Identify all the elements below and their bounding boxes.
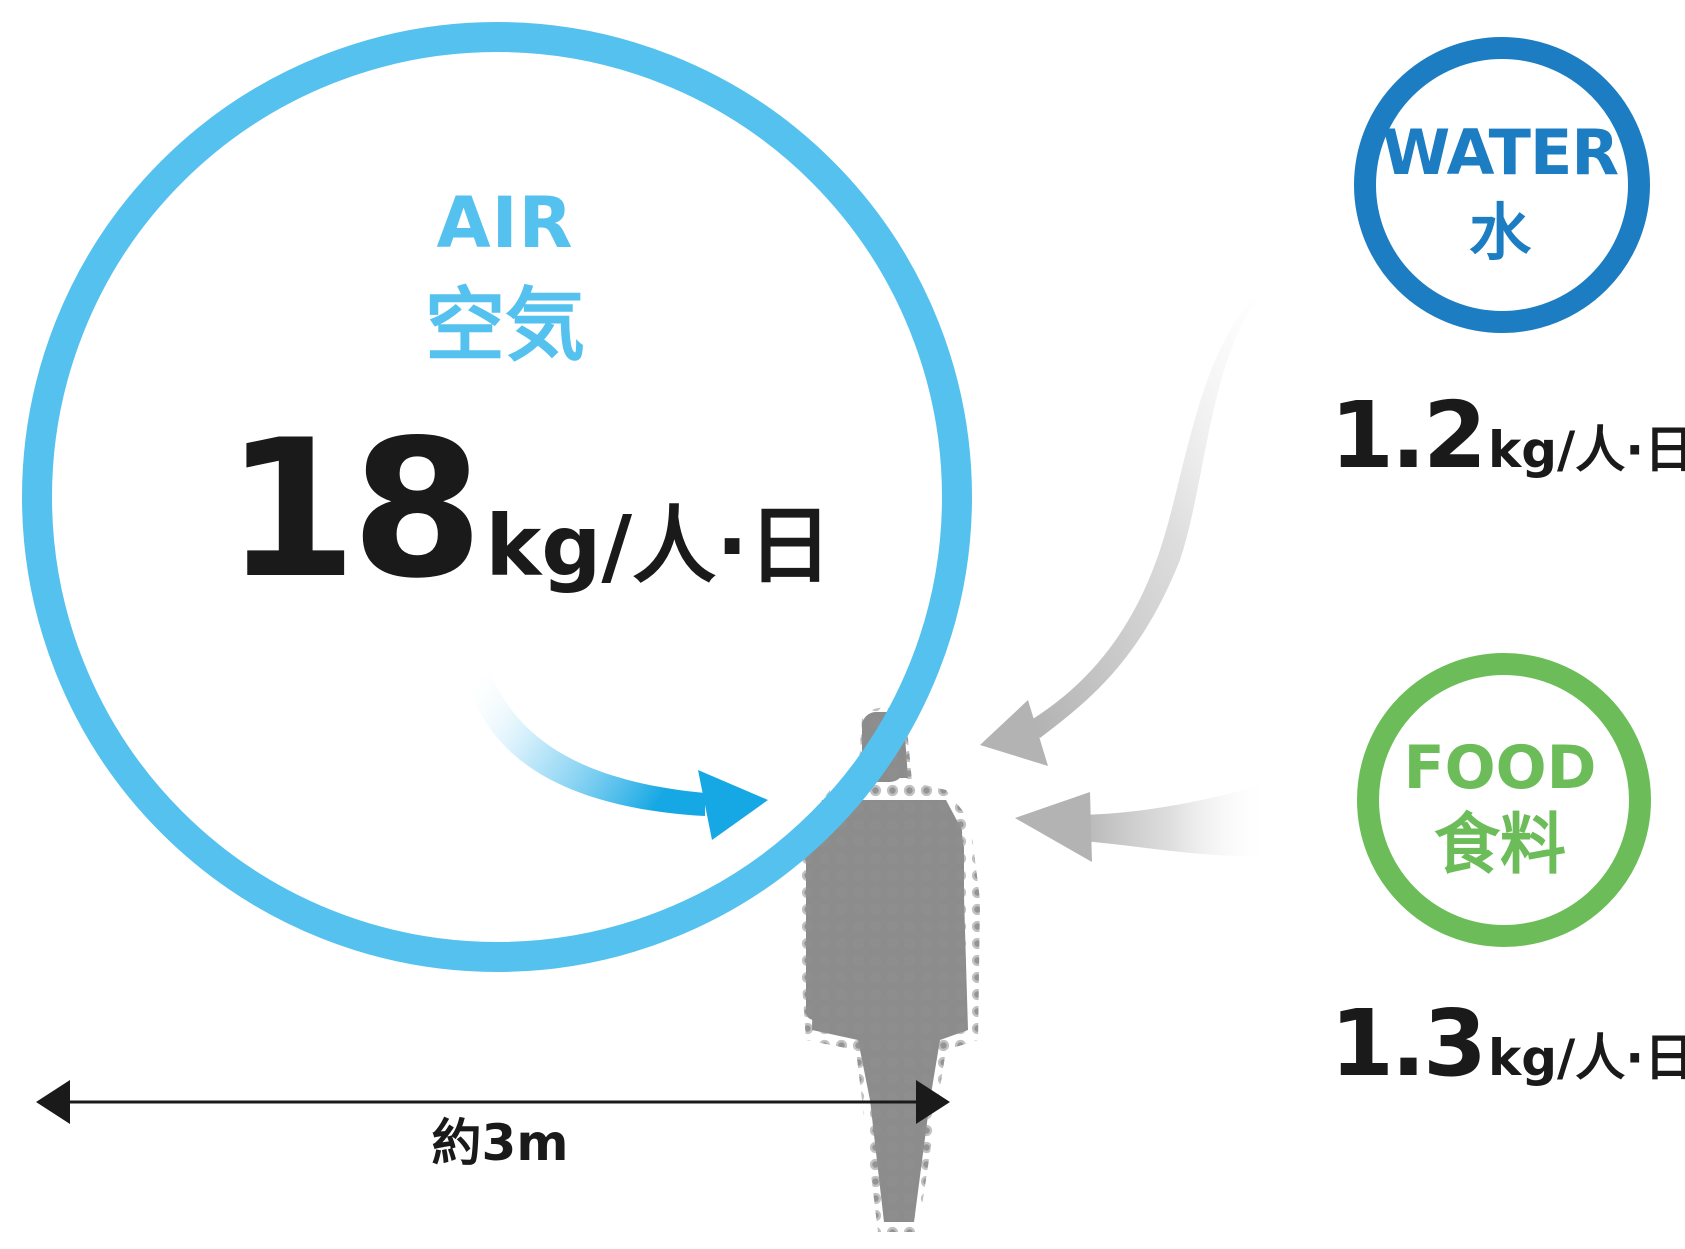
water-amount-unit: kg/人·日 <box>1487 421 1685 479</box>
distance-label: 約3m <box>431 1114 569 1172</box>
water-circle <box>1354 37 1650 333</box>
water-amount-value: 1.2 <box>1330 382 1487 489</box>
water-label-ja: 水 <box>1468 196 1531 269</box>
food-circle <box>1357 653 1651 947</box>
water-amount: 1.2kg/人·日 <box>1330 390 1685 482</box>
food-amount: 1.3kg/人·日 <box>1330 998 1685 1090</box>
air-amount: 18kg/人·日 <box>225 415 832 605</box>
air-label-en: AIR <box>436 182 574 264</box>
food-label-ja: 食料 <box>1434 806 1566 883</box>
air-amount-unit: kg/人·日 <box>485 497 832 595</box>
food-label-en: FOOD <box>1403 733 1597 803</box>
air-label-ja: 空気 <box>425 279 585 372</box>
food-amount-unit: kg/人·日 <box>1487 1029 1685 1087</box>
person-silhouette-icon <box>796 707 980 1232</box>
food-amount-value: 1.3 <box>1330 990 1487 1097</box>
air-inflow-arrow-icon <box>470 672 768 840</box>
food-inflow-arrow-icon <box>1015 785 1270 862</box>
water-label-en: WATER <box>1381 116 1619 189</box>
air-circle <box>22 22 972 972</box>
water-inflow-arrow-icon <box>980 270 1288 766</box>
double-headed-arrow-icon <box>36 1080 950 1124</box>
air-amount-value: 18 <box>225 399 483 620</box>
